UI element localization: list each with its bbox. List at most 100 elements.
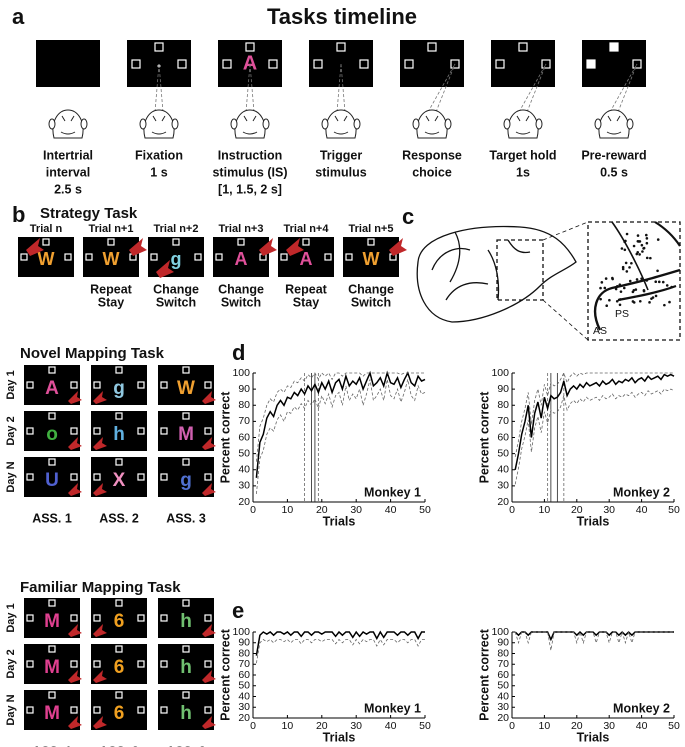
stage-label: Pre-reward [581,148,646,162]
target-square [160,427,168,435]
stimulus-letter: h [180,611,192,632]
site-dot [614,287,618,291]
target-square [541,59,551,69]
row-label: Day 2 [5,416,17,445]
monkey-ear [230,118,238,130]
panel-letter: b [12,202,25,227]
joystick-arrow [93,670,107,683]
target-square [26,427,34,435]
target-square [367,238,375,246]
joystick-arrow [93,716,107,729]
joystick-arrow [286,238,304,256]
y-tick-label: 20 [238,496,250,508]
y-axis-label: Percent correct [477,391,491,484]
site-dot [654,280,658,283]
y-tick-label: 20 [238,712,250,724]
y-tick-label: 100 [232,626,250,638]
site-dot [634,288,638,291]
y-tick-label: 60 [497,669,509,681]
site-dot [630,261,633,265]
panel-title: Novel Mapping Task [20,345,165,362]
x-axis-label: Trials [323,514,356,528]
bound-line [514,371,674,457]
x-tick-label: 0 [250,504,256,516]
stage-label: [1, 1.5, 2 s] [218,182,282,196]
column-label: ASS. 3 [166,744,206,747]
target-square [324,253,332,261]
target-square [115,366,123,374]
monkey-ear [444,118,452,130]
x-tick-label: 10 [539,720,551,732]
site-dot [600,281,604,284]
monkey-ear [139,118,147,130]
site-dot [620,247,624,250]
target-square [160,614,168,622]
target-square [115,645,123,653]
site-dot [628,279,632,283]
monkey-ear [321,118,329,130]
trial-label: Trial n+4 [284,223,330,235]
target-square [182,412,190,420]
chart-annotation: Monkey 1 [364,485,421,499]
y-tick-label: 30 [238,480,250,492]
gaze-line [336,63,342,113]
monkey-face [242,115,258,135]
joystick-arrow [93,437,107,450]
y-tick-label: 90 [238,383,250,395]
screen [218,40,282,87]
site-dot [644,233,648,237]
target-square [518,42,528,52]
joystick-arrow [68,391,82,404]
target-square [26,614,34,622]
stimulus-letter: h [180,703,192,724]
stage-label: stimulus [315,165,366,179]
y-tick-label: 90 [238,637,250,649]
joystick-arrow [156,260,174,278]
x-axis-label: Trials [577,730,610,744]
target-square [302,238,310,246]
stimulus-letter: X [113,470,126,491]
joystick-arrow [68,716,82,729]
target-square [204,706,212,714]
monkey-ear [48,118,56,130]
row-label: Day N [5,461,17,492]
monkey-face [515,115,531,135]
bound-line [514,388,675,485]
target-square [182,691,190,699]
y-tick-label: 80 [238,647,250,659]
site-dot [645,237,649,240]
joystick-arrow [202,716,216,729]
screen [309,40,373,87]
site-dot [638,299,642,303]
row-label: Day 1 [5,370,17,399]
site-dot [636,234,640,237]
joystick-arrow [68,670,82,683]
bound-line [514,630,674,651]
stimulus-letter: g [171,249,182,269]
stage-label: 0.5 s [600,165,628,179]
joystick-arrow [202,391,216,404]
site-dot [625,270,629,273]
x-tick-label: 40 [636,720,648,732]
target-square [182,645,190,653]
target-square [93,660,101,668]
site-dot [611,276,614,280]
target-square [160,473,168,481]
joystick-arrow [259,238,277,256]
site-dot [645,279,649,282]
target-square [204,660,212,668]
stage-label: 1 s [150,165,167,179]
column-label: ASS. 1 [32,511,72,525]
stage-label: stimulus (IS) [212,165,287,179]
monkey-ear [626,118,634,130]
site-dot [645,241,649,245]
y-tick-label: 30 [238,701,250,713]
site-dot [605,304,609,308]
y-tick-label: 100 [232,367,250,379]
panel-title: Strategy Task [40,205,138,222]
target-square [137,381,145,389]
x-tick-label: 30 [603,504,615,516]
target-square [280,253,288,261]
y-axis-label: Percent correct [477,628,491,721]
